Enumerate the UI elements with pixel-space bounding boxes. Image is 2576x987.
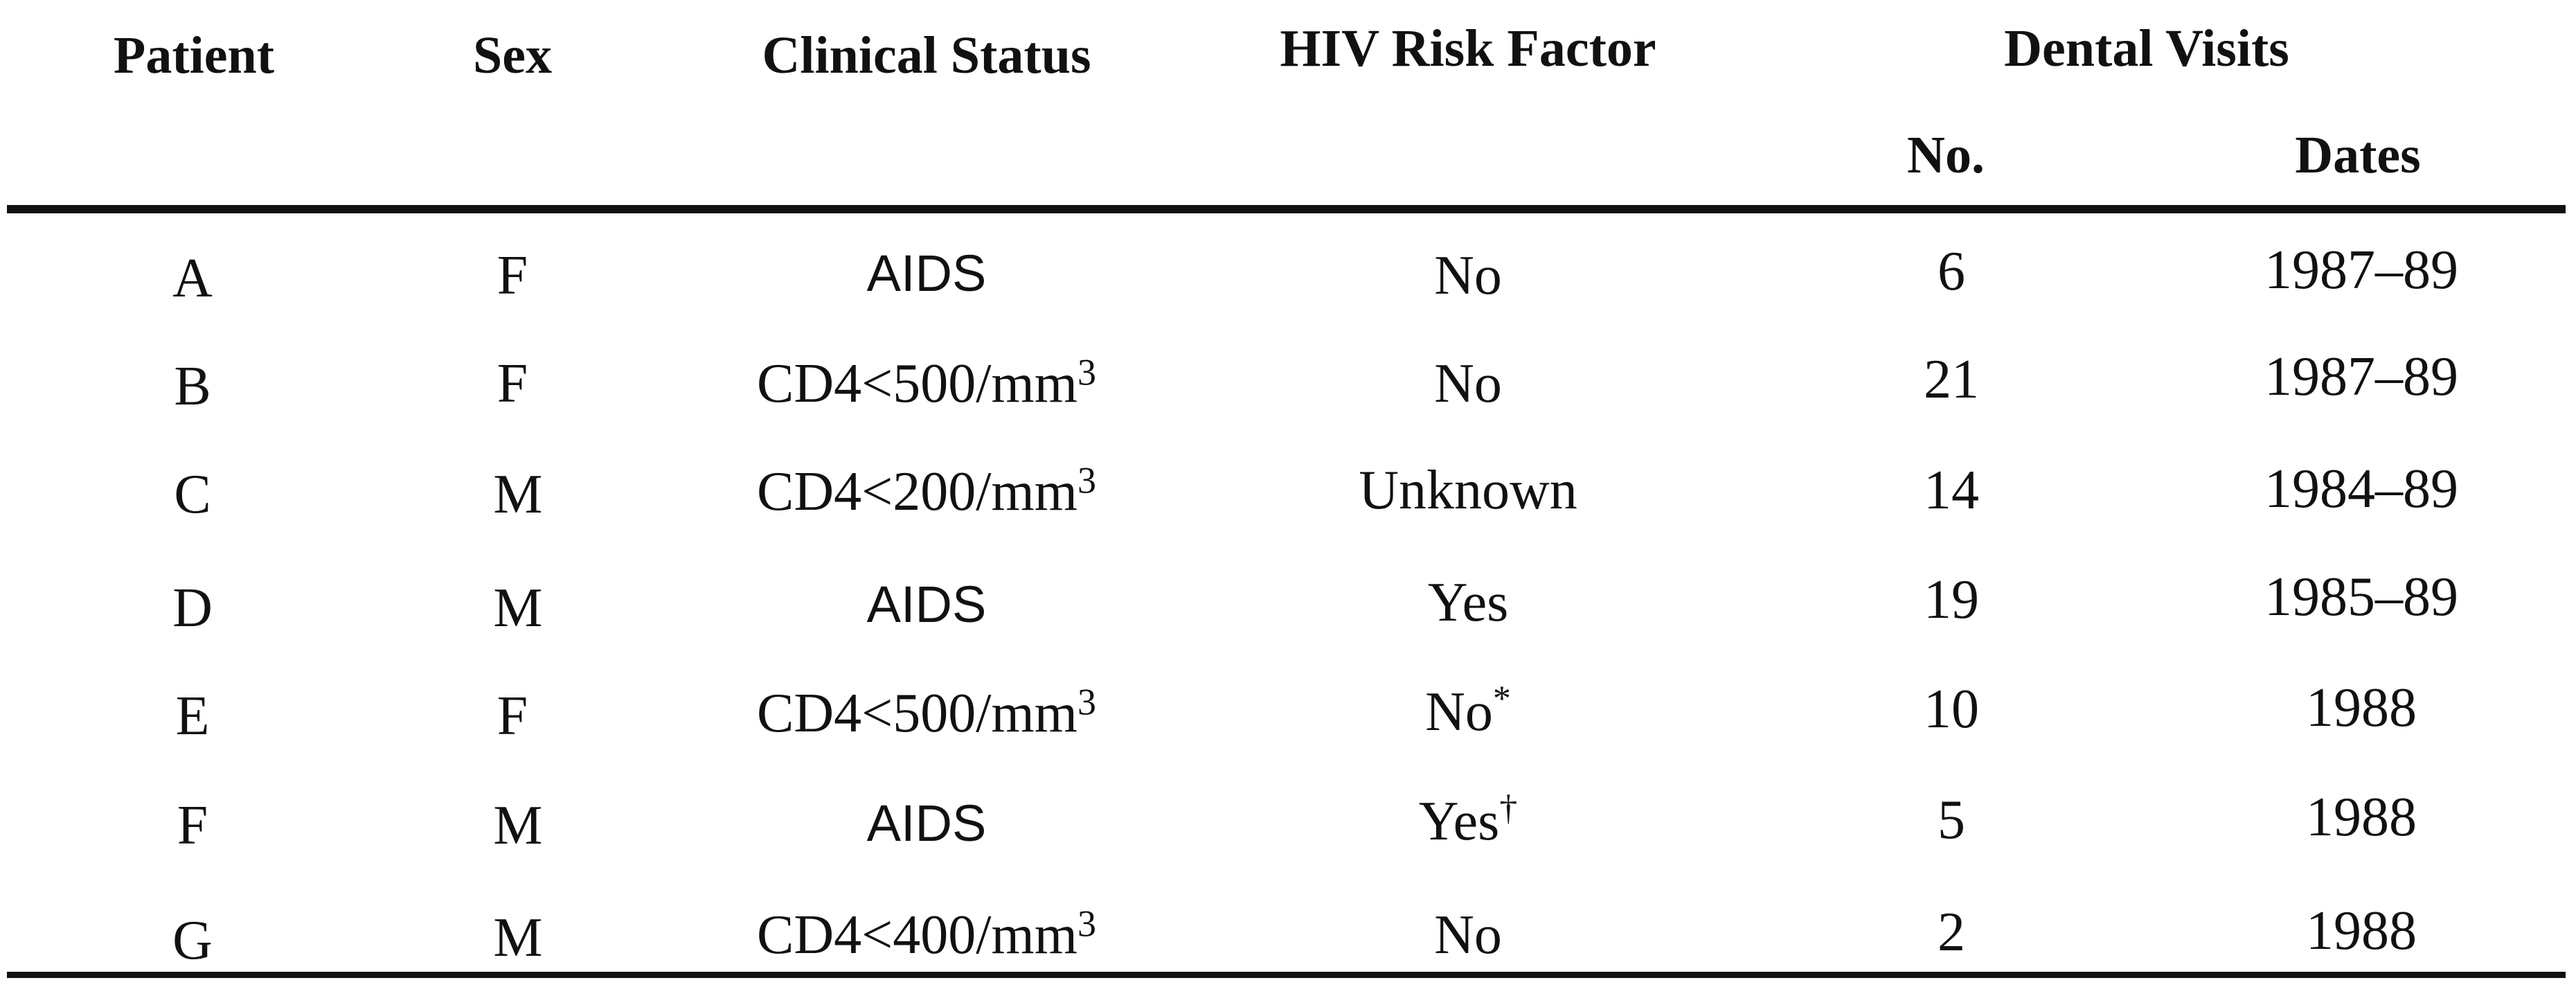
cell-patient: D [172,578,213,639]
cell-hiv-risk-factor: Yes [1427,572,1509,633]
cell-clinical-status: CD4<200/mm3 [757,459,1096,522]
cell-clinical-status: AIDS [866,576,987,633]
cell-visit-count: 6 [1938,241,1965,302]
cell-sex: M [493,795,543,856]
header-no: No. [1907,126,1985,184]
cell-patient: F [177,795,208,856]
cell-visit-count: 14 [1924,460,1979,521]
cell-sex: M [493,907,543,968]
header-sex: Sex [473,26,552,85]
header-dental-visits: Dental Visits [2004,19,2289,78]
cell-visit-count: 2 [1938,902,1965,963]
cell-visit-dates: 1985–89 [2264,567,2458,628]
bottom-rule [7,972,2566,978]
cell-sex: M [493,578,543,639]
cell-sex: F [497,245,528,306]
cell-hiv-risk-factor: No [1434,905,1502,966]
cell-clinical-status: CD4<500/mm3 [757,351,1096,414]
cell-hiv-risk-factor: Yes† [1418,788,1518,852]
cell-visit-dates: 1984–89 [2264,459,2458,519]
cell-patient: E [175,686,210,747]
cell-sex: F [497,353,528,414]
cell-hiv-risk-factor: No [1434,245,1502,306]
cell-clinical-status: AIDS [866,794,987,852]
cell-visit-dates: 1988 [2306,677,2417,738]
cell-clinical-status: AIDS [866,244,987,302]
header-patient: Patient [113,26,275,85]
cell-visit-count: 19 [1924,569,1979,630]
cell-patient: C [174,464,211,525]
cell-clinical-status: CD4<500/mm3 [757,681,1096,744]
cell-patient: B [174,356,211,417]
cell-visit-count: 21 [1924,349,1979,410]
cell-visit-dates: 1988 [2306,900,2417,961]
cell-patient: A [172,248,213,309]
header-hiv-risk-factor: HIV Risk Factor [1280,19,1656,78]
cell-visit-count: 10 [1924,679,1979,740]
cell-sex: F [497,686,528,747]
cell-visit-count: 5 [1938,790,1965,851]
cell-visit-dates: 1987–89 [2264,346,2458,407]
cell-clinical-status: CD4<400/mm3 [757,902,1096,966]
header-dates: Dates [2295,126,2421,184]
cell-sex: M [493,464,543,525]
cell-hiv-risk-factor: No* [1425,679,1511,743]
cell-visit-dates: 1988 [2306,787,2417,848]
cell-hiv-risk-factor: No [1434,353,1502,414]
header-rule [7,205,2566,213]
cell-patient: G [172,910,213,971]
cell-visit-dates: 1987–89 [2264,240,2458,301]
cell-hiv-risk-factor: Unknown [1359,460,1577,521]
header-clinical-status: Clinical Status [762,26,1091,85]
